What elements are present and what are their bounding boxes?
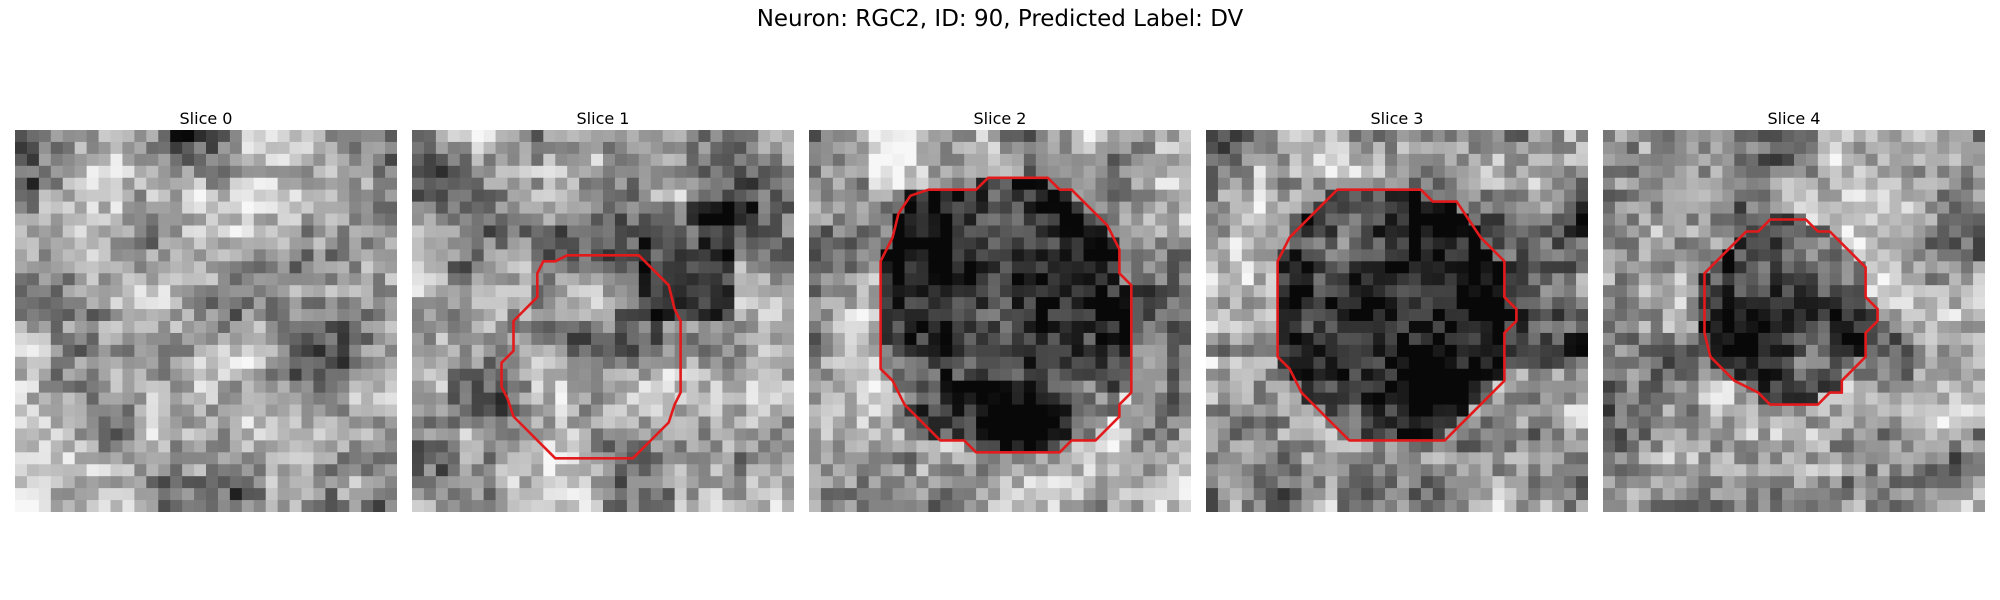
cell-contour: [1276, 188, 1518, 442]
slice-title: Slice 2: [973, 109, 1027, 128]
pixel-grid: [1603, 130, 1985, 512]
pixel-grid: [412, 130, 794, 512]
slice-panel-0: Slice 0: [15, 108, 397, 512]
slice-image-1: [412, 130, 794, 512]
slice-title: Slice 0: [179, 109, 233, 128]
slice-title: Slice 4: [1767, 109, 1821, 128]
slice-title: Slice 3: [1370, 109, 1424, 128]
slice-panel-4: Slice 4: [1603, 108, 1985, 512]
slice-image-0: [15, 130, 397, 512]
figure-title: Neuron: RGC2, ID: 90, Predicted Label: D…: [756, 6, 1244, 32]
pixel-grid: [1206, 130, 1588, 512]
pixel-grid: [15, 130, 397, 512]
slice-panel-2: Slice 2: [809, 108, 1191, 512]
slice-image-4: [1603, 130, 1985, 512]
slice-panel-1: Slice 1: [412, 108, 794, 512]
slice-panel-3: Slice 3: [1206, 108, 1588, 512]
cell-contour: [879, 176, 1133, 454]
slice-title: Slice 1: [576, 109, 630, 128]
cell-contour: [1703, 218, 1879, 406]
cell-contour: [500, 254, 682, 460]
slice-image-3: [1206, 130, 1588, 512]
slice-image-2: [809, 130, 1191, 512]
pixel-grid: [809, 130, 1191, 512]
